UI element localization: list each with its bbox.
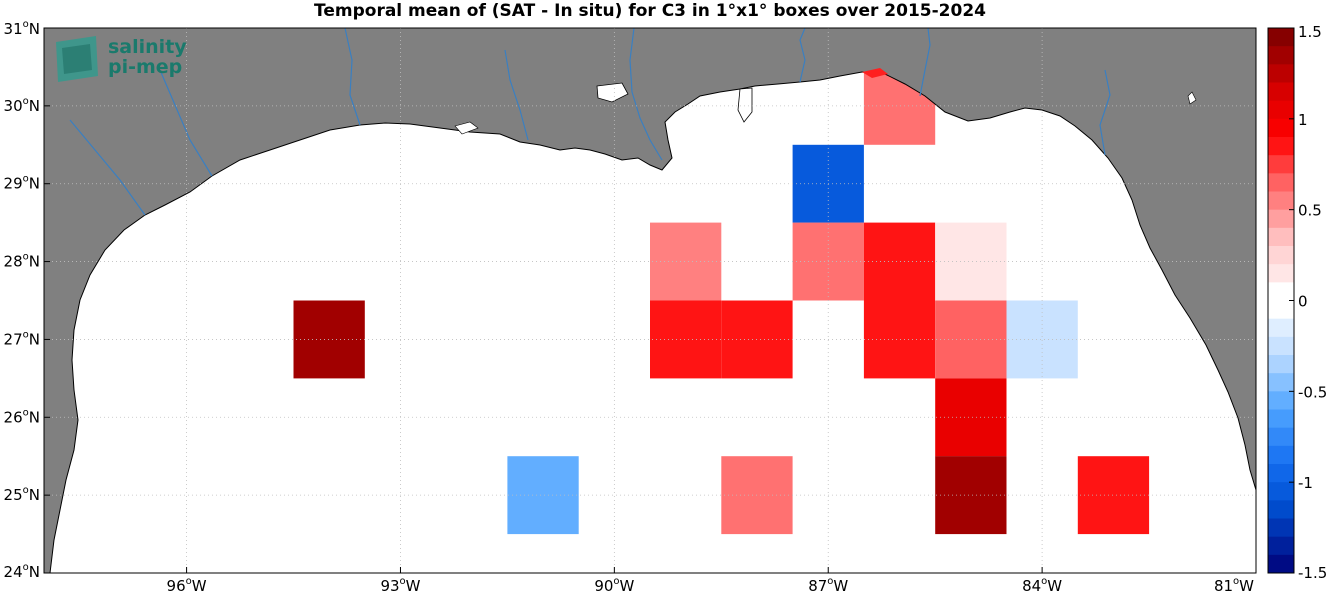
river-brazos [69, 119, 146, 216]
map-axes: 96oW 93oW 90oW 87oW 84oW 81oW 24oN 25oN 26oN 27oN… [4, 19, 1257, 594]
lon-tick-label: 87oW [808, 576, 848, 594]
gridlines [44, 28, 1256, 573]
map-frame [43, 27, 1257, 574]
colorbar-segment [1268, 409, 1294, 429]
colorbar-segment [1268, 518, 1294, 538]
colorbar-segment [1268, 209, 1294, 229]
colorbar-segment [1268, 246, 1294, 265]
lake-pontchartrain [596, 82, 629, 103]
colorbar-tick-label: -0.5 [1298, 383, 1327, 401]
colorbar-tick-label: 0 [1298, 293, 1308, 311]
lat-tick-label: 25oN [4, 485, 40, 504]
bay-small [454, 121, 479, 135]
colorbar-tick-label: 0.5 [1298, 202, 1322, 220]
heatmap-cell [1077, 456, 1150, 535]
river-sabine [344, 28, 361, 126]
lake-small [1187, 91, 1197, 105]
heatmap-cell [507, 456, 579, 535]
heatmap-cell [935, 378, 1007, 457]
colorbar-segment [1268, 391, 1294, 410]
rivers [69, 28, 1111, 216]
heatmap-cell [863, 222, 936, 301]
lon-tick-label: 93oW [380, 576, 420, 594]
colorbar-segment [1268, 173, 1294, 192]
lat-tick-label: 26oN [4, 407, 40, 426]
lon-tick-label: 81oW [1214, 576, 1254, 594]
heatmap-cell [1006, 300, 1078, 379]
colorbar-tick-label: 1 [1298, 111, 1308, 129]
colorbar-segment [1268, 46, 1294, 65]
colorbar-segment [1268, 318, 1294, 338]
colorbar-segment [1268, 355, 1294, 374]
heatmap-cell [863, 300, 936, 379]
river-mobile [799, 28, 806, 83]
lat-tick-label: 31oN [4, 19, 40, 38]
colorbar-segment [1268, 464, 1294, 483]
heatmap-cell [935, 300, 1007, 379]
lon-tick-label: 84oW [1022, 576, 1062, 594]
colorbar-segment [1268, 28, 1294, 47]
colorbar-segment [1268, 282, 1294, 301]
colorbar-segment [1268, 373, 1294, 392]
lat-tick-label: 30oN [4, 96, 40, 115]
colorbar-segment [1268, 264, 1294, 283]
lat-tick-label: 29oN [4, 174, 40, 193]
colorbar-segment [1268, 100, 1294, 120]
colorbar-tick-label: 1.5 [1298, 23, 1322, 41]
river-mississippi [629, 28, 663, 161]
colorbar: 1.5 1 0.5 0 -0.5 -1 -1.5 [1267, 23, 1327, 582]
heatmap-cell [935, 456, 1007, 535]
colorbar-segment [1268, 155, 1294, 174]
logo-line2: pi-mep [108, 56, 182, 78]
river-atchafalaya [504, 49, 529, 141]
lat-tick-label: 24oN [4, 562, 40, 581]
lon-tick-label: 90oW [594, 576, 634, 594]
colorbar-segment [1268, 227, 1294, 247]
chart-title: Temporal mean of (SAT - In situ) for C3 … [314, 1, 986, 21]
salinity-pi-mep-logo: salinity pi-mep [56, 36, 187, 82]
colorbar-segment [1268, 427, 1294, 447]
logo-line1: salinity [108, 36, 187, 58]
lat-tick-label: 28oN [4, 252, 40, 271]
colorbar-segment [1268, 536, 1294, 556]
colorbar-tick-label: -1 [1298, 474, 1313, 492]
colorbar-segment [1268, 300, 1294, 320]
river-apalachicola [919, 28, 931, 97]
colorbar-segment [1268, 500, 1294, 519]
river-suwannee [1099, 69, 1111, 156]
river-trinity [159, 69, 213, 177]
colorbar-segment [1268, 64, 1294, 83]
colorbar-segment [1268, 482, 1294, 501]
colorbar-segment [1268, 191, 1294, 211]
colorbar-segment [1268, 118, 1294, 138]
heatmap-cells [293, 66, 1150, 535]
colorbar-segment [1268, 82, 1294, 102]
colorbar-segment [1268, 137, 1294, 156]
colorbar-tick-label: -1.5 [1298, 564, 1327, 582]
colorbar-segment [1268, 336, 1294, 356]
colorbar-segment [1268, 554, 1294, 574]
heatmap-cell [935, 222, 1007, 301]
heatmap-cell [650, 300, 722, 379]
heatmap-cell [650, 222, 722, 301]
lon-tick-label: 96oW [167, 576, 207, 594]
lat-tick-label: 27oN [4, 329, 40, 348]
coastal-red-patch [862, 68, 888, 78]
colorbar-segment [1268, 445, 1294, 465]
land-layer [44, 28, 1256, 573]
mobile-bay [737, 87, 753, 123]
